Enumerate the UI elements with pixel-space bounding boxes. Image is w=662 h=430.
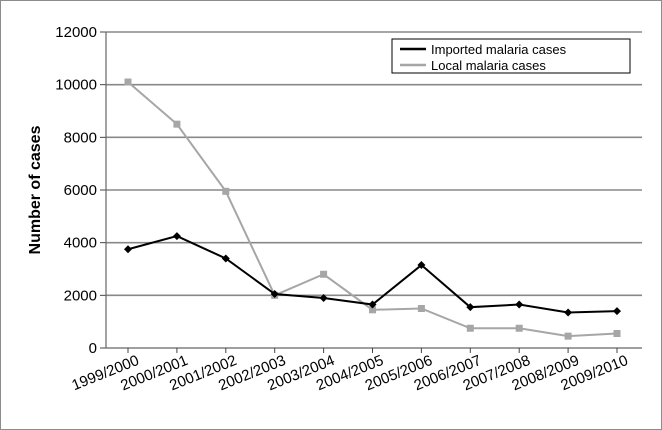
x-tick-labels: 1999/20002000/20012001/20022002/20032003… [69, 352, 630, 394]
data-point [124, 78, 132, 86]
y-tick-labels: 0 2000 4000 6000 8000 10000 12000 [55, 24, 97, 357]
y-tick-label: 8000 [64, 129, 97, 146]
series-lines [124, 78, 621, 340]
data-point [564, 308, 573, 317]
data-point [417, 261, 426, 270]
data-point [613, 307, 621, 316]
data-point [515, 324, 523, 332]
data-point [270, 290, 279, 299]
data-point [466, 324, 474, 332]
data-point [515, 300, 524, 309]
y-tick-label: 6000 [64, 182, 97, 199]
y-tick-label: 10000 [55, 77, 97, 94]
data-point [564, 332, 572, 340]
data-point [221, 254, 230, 263]
y-tick-label: 4000 [64, 235, 97, 252]
data-point [172, 232, 181, 241]
legend-label: Imported malaria cases [431, 42, 567, 57]
data-point [173, 120, 181, 128]
legend-label: Local malaria cases [431, 58, 546, 73]
axes [105, 32, 642, 353]
legend-box [391, 38, 631, 74]
y-axis-label: Number of cases [27, 125, 44, 254]
data-point [320, 270, 328, 278]
data-point [368, 300, 377, 309]
data-point [466, 303, 475, 312]
y-tick-label: 0 [89, 340, 97, 357]
data-point [124, 245, 132, 254]
gridlines [100, 31, 642, 349]
data-point [319, 293, 328, 302]
data-point [417, 305, 425, 312]
data-point [613, 330, 621, 338]
y-tick-label: 12000 [55, 24, 97, 41]
data-point [222, 187, 230, 195]
data-point [369, 306, 376, 314]
series-0 [124, 232, 621, 317]
y-tick-label: 2000 [64, 287, 97, 304]
